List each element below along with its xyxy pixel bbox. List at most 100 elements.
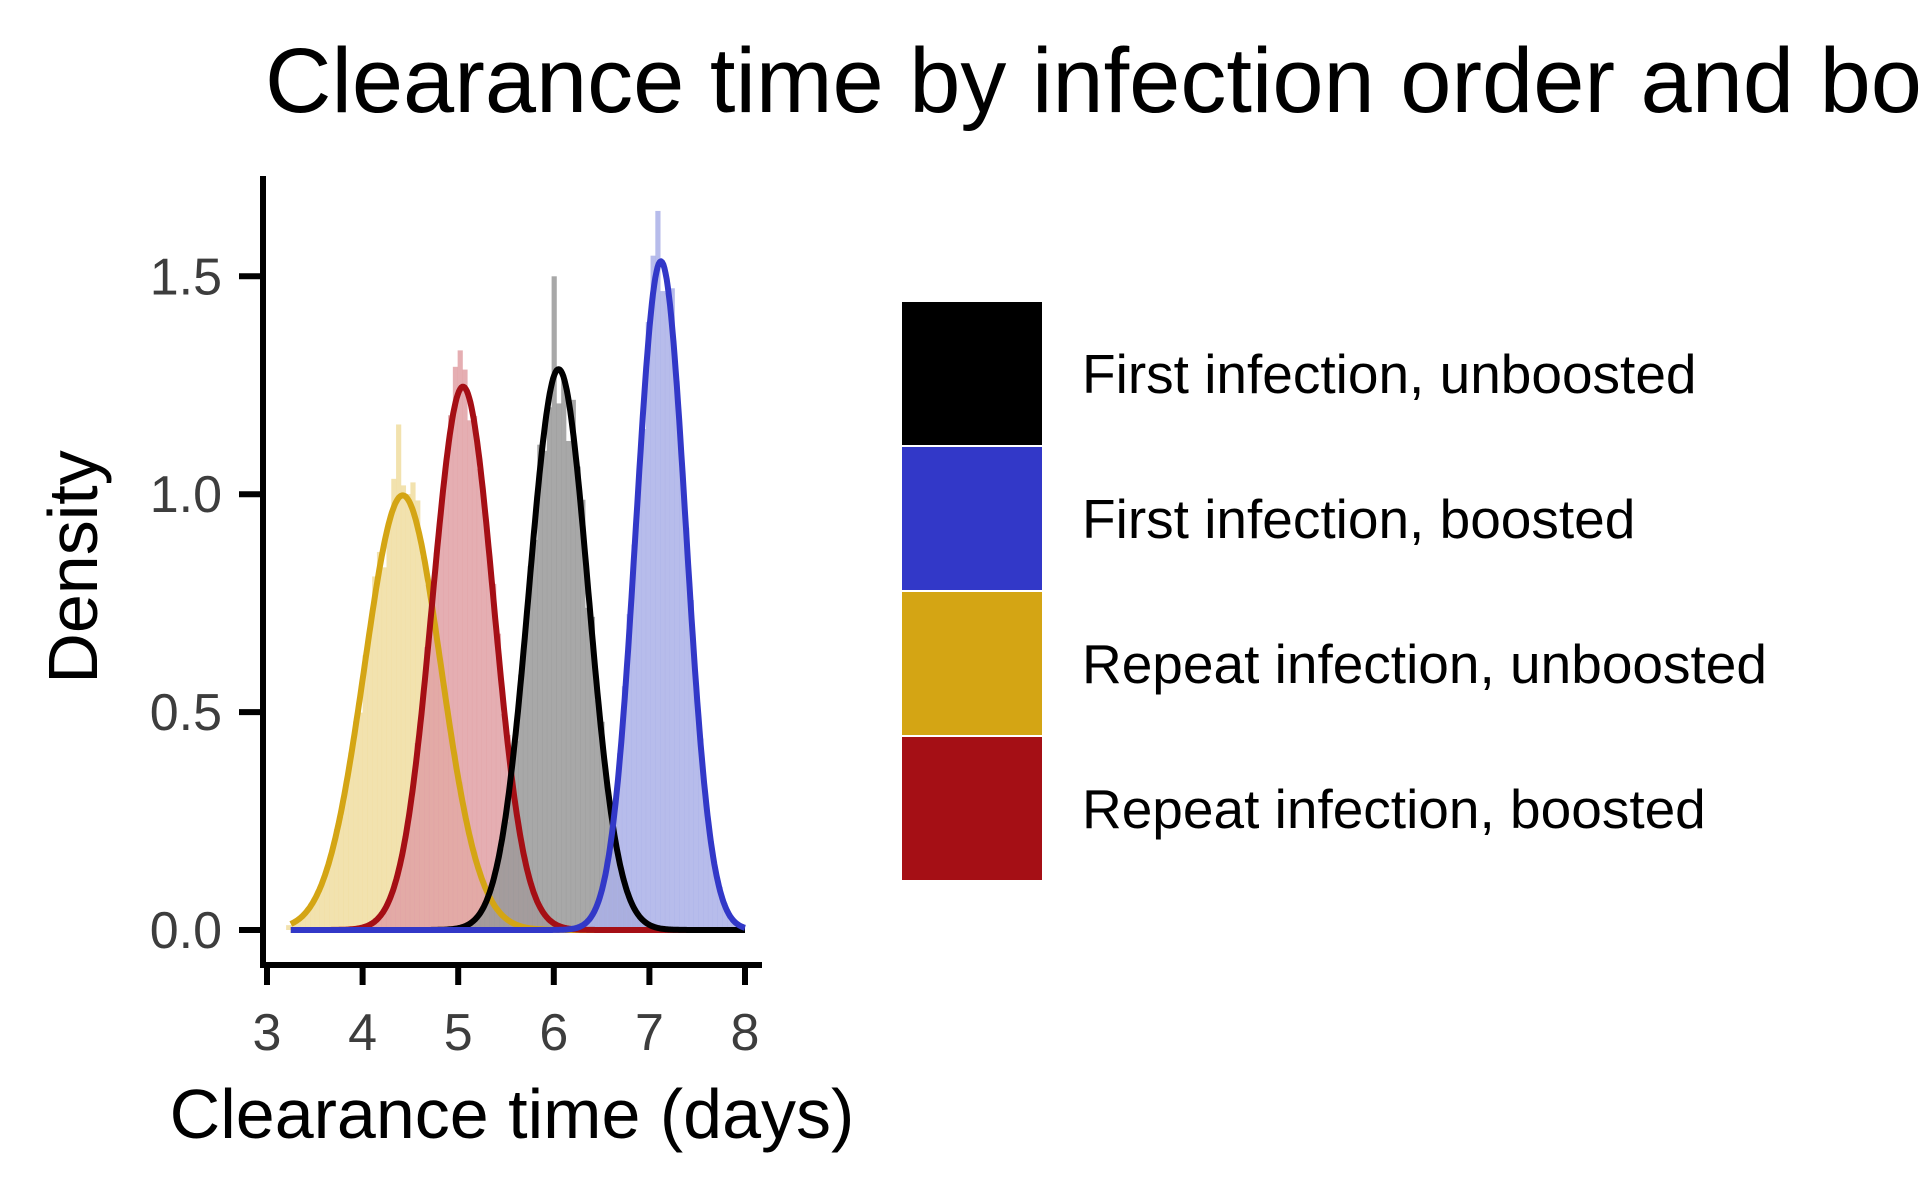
histogram-bar — [400, 851, 406, 930]
histogram-bar — [532, 539, 538, 930]
histogram-bar — [570, 399, 576, 930]
histogram-bar — [660, 291, 666, 931]
histogram-bar — [707, 841, 714, 930]
histogram-bar — [438, 510, 444, 930]
histogram-bar — [486, 555, 492, 930]
y-tick-label: 0.0 — [150, 902, 222, 960]
histogram-bar — [636, 488, 642, 930]
histogram-bar — [471, 415, 478, 931]
histogram-bar — [588, 916, 594, 930]
histogram-bar — [314, 892, 320, 930]
histogram-bar — [722, 903, 728, 930]
histogram-bar — [575, 466, 581, 930]
y-tick-label: 0.5 — [150, 684, 222, 742]
legend-item-first-infection-boosted: First infection, boosted — [900, 445, 1635, 592]
histogram-bar — [484, 900, 490, 930]
histogram-bar — [712, 869, 718, 930]
legend-label: Repeat infection, boosted — [1082, 778, 1706, 840]
density-curve-layer — [289, 258, 747, 933]
histogram-bar — [518, 674, 524, 930]
legend-item-repeat-infection-unboosted: Repeat infection, unboosted — [900, 590, 1767, 737]
legend-item-first-infection-unboosted: First infection, unboosted — [900, 300, 1697, 447]
legend-label: First infection, boosted — [1082, 488, 1635, 550]
histogram-bar — [376, 551, 383, 930]
histogram-bar — [396, 424, 402, 930]
histogram-bar — [674, 380, 680, 931]
histogram-bar — [565, 440, 572, 930]
x-axis-title: Clearance time (days) — [170, 1075, 855, 1153]
histogram-bar — [561, 377, 567, 930]
histogram-bar — [481, 511, 487, 930]
y-axis-title: Density — [34, 450, 112, 683]
histogram-bar — [537, 444, 543, 930]
legend-item-repeat-infection-boosted: Repeat infection, boosted — [900, 735, 1706, 882]
histogram-bar — [385, 902, 392, 930]
histogram-bar — [495, 633, 502, 930]
histogram-bar — [551, 276, 557, 930]
histogram-bar — [405, 494, 411, 930]
y-tick-label: 1.0 — [150, 466, 222, 524]
histogram-bar — [612, 803, 618, 930]
histogram-bar — [499, 848, 505, 930]
histogram-bar — [513, 741, 519, 930]
histogram-bar — [703, 798, 709, 930]
density-curve-first-infection-boosted — [289, 258, 747, 933]
histogram-bar — [300, 915, 306, 930]
histogram-bar — [462, 369, 468, 930]
histogram-bar — [448, 415, 454, 930]
histogram-bar — [414, 743, 420, 930]
histogram-bar — [319, 883, 325, 930]
histogram-bar — [286, 925, 292, 930]
histogram-bar — [727, 914, 733, 930]
histogram-bar — [688, 600, 694, 930]
histogram-bar — [433, 552, 439, 930]
histogram-bar — [470, 921, 476, 930]
histogram-bar — [580, 499, 586, 930]
x-tick-label: 4 — [348, 1004, 377, 1062]
histogram-bar — [381, 911, 387, 930]
histogram-bar — [589, 616, 596, 930]
histogram-bar — [391, 478, 397, 930]
histogram-bar — [602, 872, 608, 930]
histogram-bar — [585, 607, 591, 930]
histogram-bar — [494, 869, 500, 930]
histogram-bar — [343, 789, 349, 930]
histogram-bar — [338, 816, 344, 930]
histogram-bar — [386, 522, 392, 930]
histogram-bar — [617, 753, 623, 930]
histogram-bar — [693, 689, 699, 930]
histogram-bar — [594, 700, 600, 930]
histogram-bar — [522, 631, 529, 930]
x-axis-ticks: 3 4 5 6 7 8 — [253, 965, 759, 1062]
legend-label: First infection, unboosted — [1082, 343, 1697, 405]
legend-label: Repeat infection, unboosted — [1082, 633, 1767, 695]
histogram-bar — [357, 712, 363, 930]
histogram-bar — [583, 923, 589, 930]
x-tick-label: 5 — [444, 1004, 473, 1062]
histogram-bar — [329, 851, 335, 930]
histogram-bar — [489, 889, 495, 930]
histogram-bar — [508, 772, 514, 930]
histogram-bar — [376, 917, 382, 930]
histogram-bar — [390, 890, 396, 930]
chart-title: Clearance time by infection order and bo… — [265, 30, 1920, 132]
histogram-bar — [424, 647, 430, 930]
histogram-bar — [607, 854, 613, 930]
histogram-bar — [419, 712, 425, 930]
histogram-bar — [698, 738, 704, 930]
histogram-bar — [452, 366, 459, 930]
histogram-bar — [655, 210, 661, 930]
histogram-bar — [381, 567, 387, 930]
histogram-bar — [527, 566, 533, 930]
histogram-bar — [599, 721, 605, 930]
histogram-bar — [405, 823, 411, 930]
legend-swatch — [900, 445, 1044, 592]
legend-swatch — [900, 735, 1044, 882]
x-tick-label: 7 — [635, 1004, 664, 1062]
histogram-bar — [542, 450, 548, 930]
histogram-bar — [503, 821, 509, 930]
histogram-bar — [684, 527, 690, 930]
legend-swatch — [900, 300, 1044, 447]
histogram-bar — [631, 544, 637, 930]
